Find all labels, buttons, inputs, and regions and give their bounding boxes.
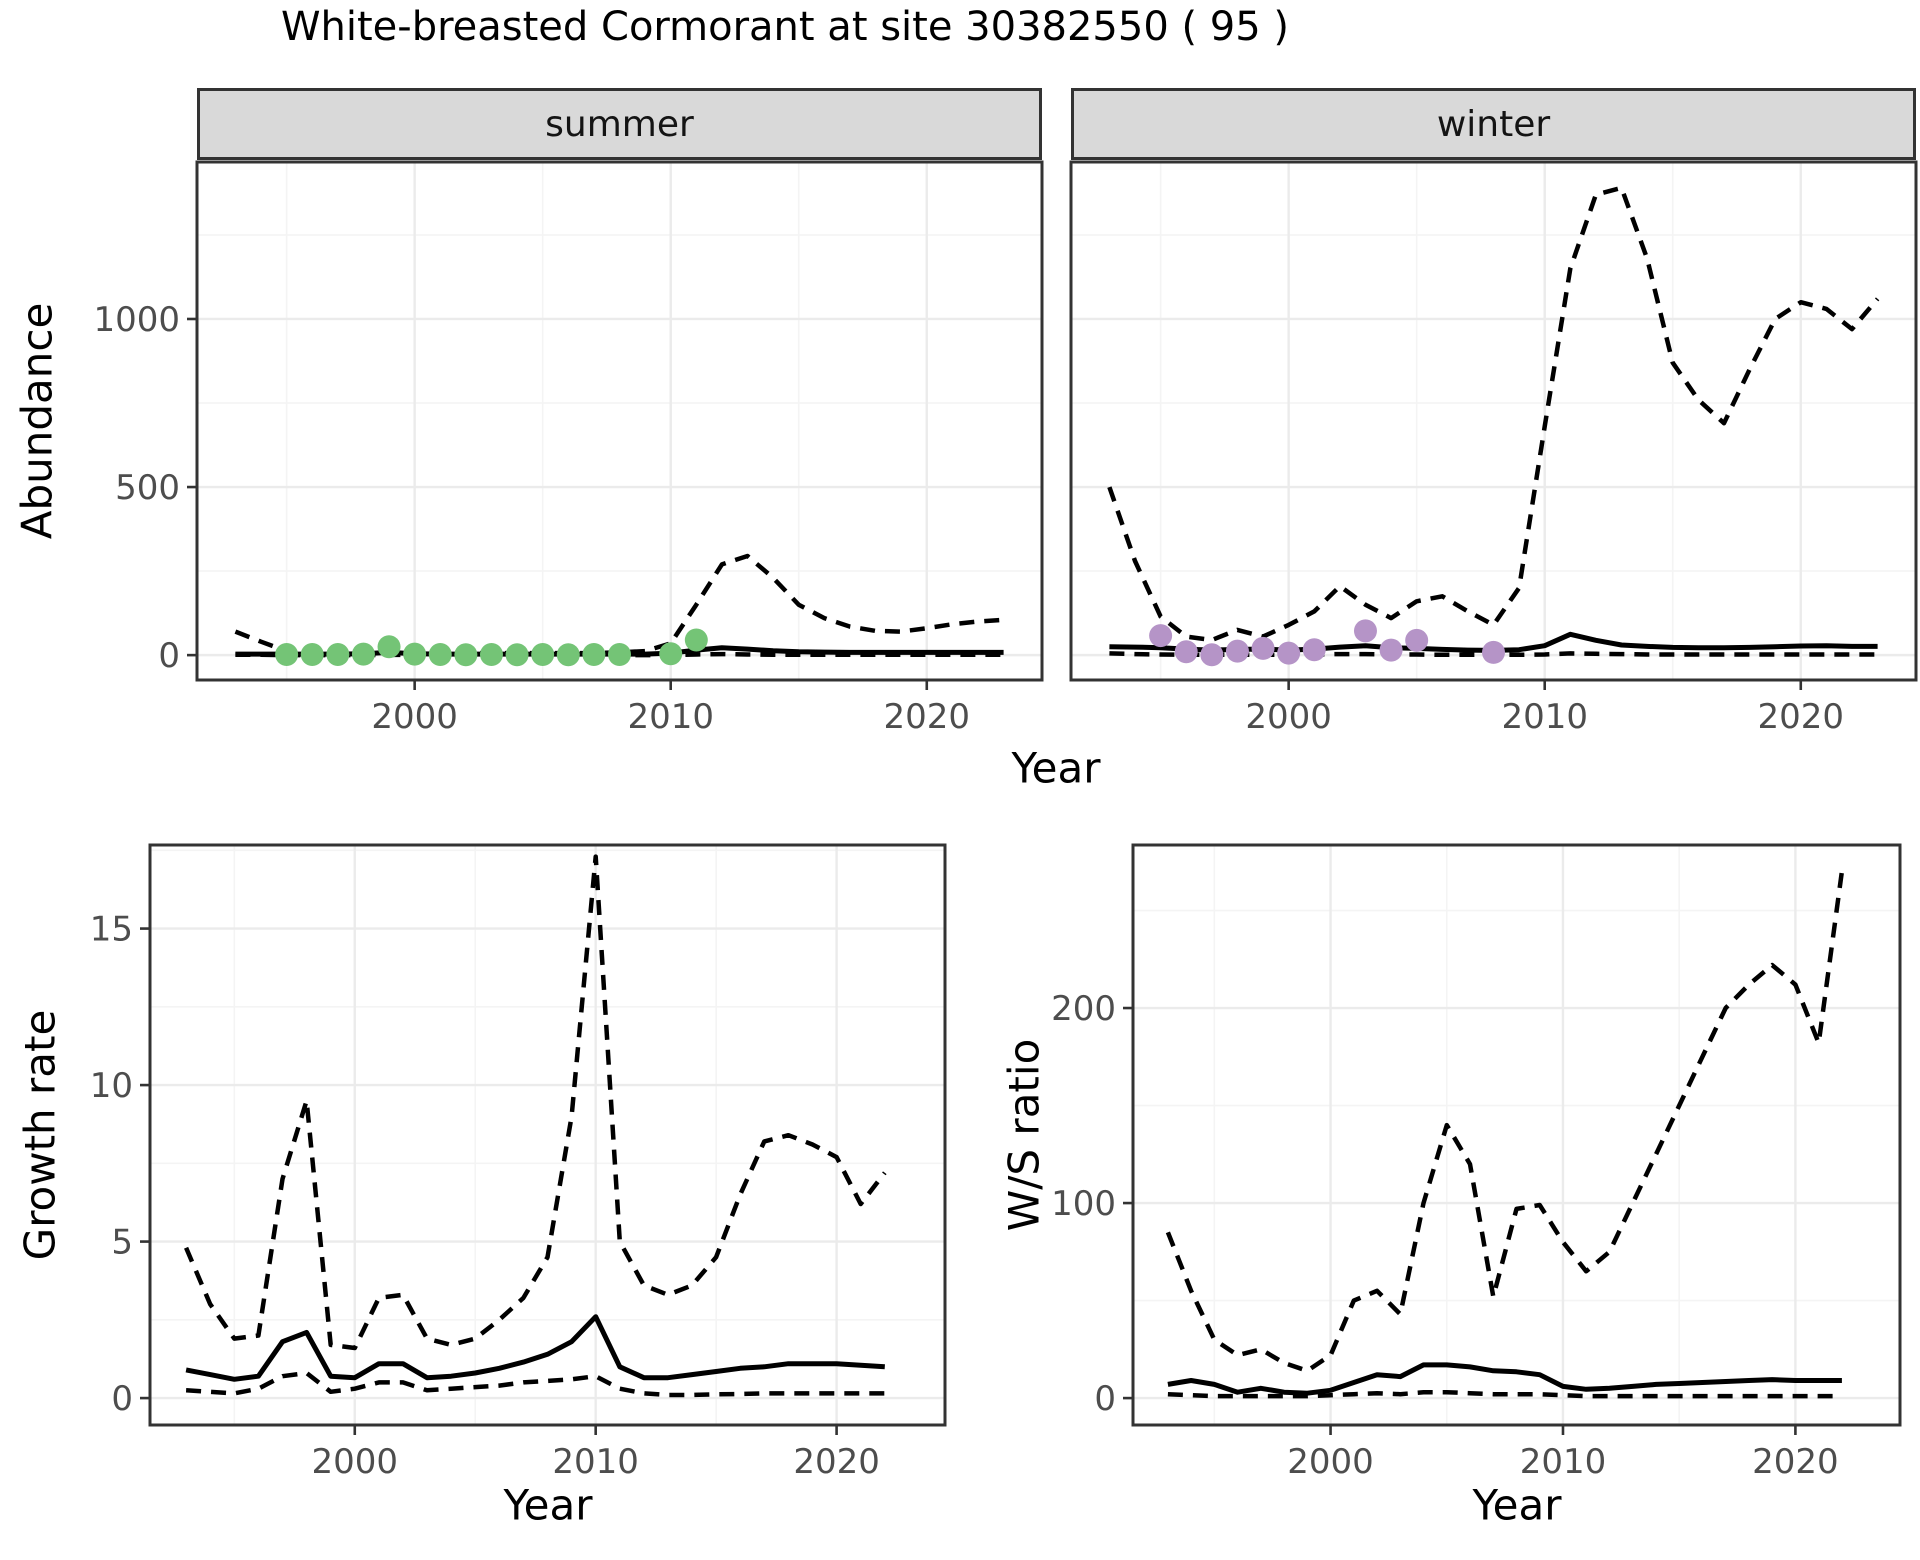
data-point: [1379, 638, 1403, 662]
x-tick-label: 2020: [884, 697, 971, 737]
lower-ci-line: [185, 1370, 885, 1398]
y-tick-label: 0: [158, 636, 180, 676]
panel-background: [1133, 845, 1900, 1425]
data-point: [1405, 628, 1429, 652]
y-tick-label: 0: [111, 1379, 133, 1419]
y-tick-label: 10: [90, 1066, 133, 1106]
x-axis-title-year-ws: Year: [1472, 1480, 1562, 1530]
panel-background: [1071, 162, 1916, 680]
upper-ci-line: [184, 854, 887, 1351]
facet-strip-winter-label: winter: [1436, 103, 1551, 145]
facet-strip-winter: winter: [1071, 88, 1916, 160]
data-point: [505, 643, 529, 667]
data-point: [1302, 638, 1326, 662]
x-tick-label: 2010: [552, 1442, 639, 1482]
x-axis-title-year-top: Year: [1011, 743, 1101, 793]
upper-ci-line: [1165, 871, 1845, 1374]
plot-title: White-breasted Cormorant at site 3038255…: [280, 4, 1290, 50]
data-point: [1353, 619, 1377, 643]
data-point: [1174, 640, 1198, 664]
data-point: [582, 642, 606, 666]
lower-ci-line: [1167, 1389, 1842, 1399]
x-tick-label: 2010: [627, 697, 714, 737]
y-axis-title-growth-rate: Growth rate: [15, 1009, 65, 1261]
y-axis-title-abundance: Abundance: [12, 302, 62, 540]
data-point: [608, 642, 631, 666]
x-tick-label: 2000: [1287, 1442, 1374, 1482]
y-tick-label: 500: [115, 468, 180, 508]
x-tick-label: 2020: [1758, 697, 1845, 737]
data-point: [275, 642, 299, 666]
x-axis-title-year-growth: Year: [503, 1480, 593, 1530]
data-point: [684, 628, 708, 652]
observed-counts-winter: [1149, 619, 1505, 667]
y-tick-label: 15: [90, 910, 133, 950]
x-tick-label: 2010: [1520, 1442, 1607, 1482]
data-point: [454, 643, 478, 667]
y-tick-label: 1000: [93, 300, 180, 340]
data-point: [377, 635, 401, 659]
data-point: [531, 642, 555, 666]
y-tick-label: 5: [111, 1223, 133, 1263]
x-tick-label: 2000: [312, 1442, 399, 1482]
data-point: [300, 642, 324, 666]
data-point: [1277, 641, 1301, 665]
y-tick-label: 100: [1051, 1184, 1116, 1224]
data-point: [1482, 640, 1505, 664]
data-point: [403, 642, 427, 666]
upper-ci-line: [1107, 185, 1880, 643]
panel-background: [150, 845, 945, 1425]
facet-strip-summer-label: summer: [545, 103, 694, 145]
y-axis-title-ws-ratio: W/S ratio: [999, 1038, 1049, 1232]
x-tick-label: 2000: [371, 697, 458, 737]
data-point: [351, 642, 375, 666]
data-point: [556, 643, 580, 667]
growth-rate-panel: 2000 2010 2020 0 5 10 15: [90, 843, 947, 1482]
x-tick-label: 2020: [1752, 1442, 1839, 1482]
observed-counts-summer: [275, 628, 708, 667]
ws-ratio-panel: 2000 2010 2020 0 100 200: [1051, 843, 1902, 1482]
data-point: [479, 642, 503, 666]
panel-border: [195, 160, 1044, 682]
panel-background: [197, 162, 1042, 680]
data-point: [659, 642, 683, 666]
data-point: [326, 642, 350, 666]
y-tick-label: 0: [1094, 1379, 1116, 1419]
panel-border: [1131, 843, 1902, 1427]
data-point: [1251, 636, 1275, 660]
data-point: [1149, 624, 1173, 648]
data-point: [1225, 639, 1249, 663]
data-point: [428, 642, 452, 666]
panel-border: [148, 843, 947, 1427]
estimate-line: [1167, 1362, 1842, 1396]
abundance-winter-panel: 2000 2010 2020: [1069, 160, 1918, 737]
abundance-summer-panel: 2000 2010 2020 0 500 1000: [93, 160, 1044, 737]
data-point: [1200, 643, 1224, 667]
x-tick-label: 2020: [793, 1442, 880, 1482]
y-tick-label: 200: [1051, 989, 1116, 1029]
x-tick-label: 2000: [1245, 697, 1332, 737]
estimate-line: [185, 1314, 885, 1382]
x-tick-label: 2010: [1501, 697, 1588, 737]
facet-strip-summer: summer: [197, 88, 1042, 160]
panel-border: [1069, 160, 1918, 682]
